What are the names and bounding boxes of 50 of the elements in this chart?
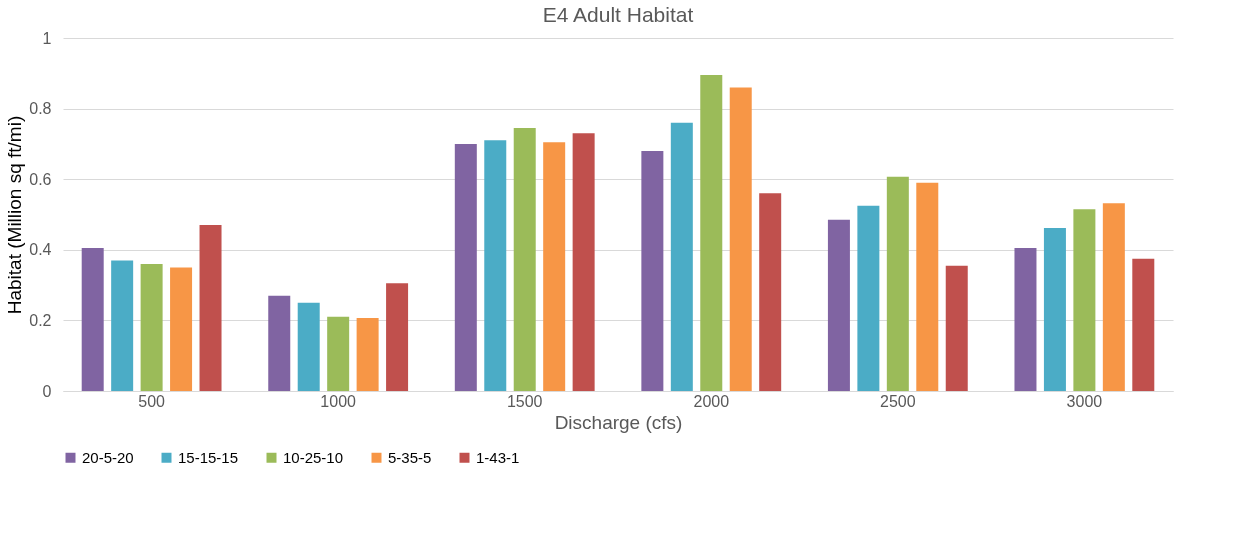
bar [170, 267, 193, 391]
x-tick-label: 500 [138, 392, 166, 410]
y-tick-label: 0.6 [29, 170, 52, 188]
bar [572, 133, 595, 391]
bar [1102, 203, 1125, 391]
bar [729, 87, 752, 391]
y-tick-label: 1 [42, 29, 52, 47]
bar [670, 122, 693, 391]
bar [327, 316, 350, 391]
y-tick-label: 0.8 [29, 100, 52, 118]
bar [886, 176, 909, 391]
bar [1043, 227, 1066, 391]
bar [356, 317, 379, 391]
bar [140, 263, 163, 391]
legend-label: 10-25-10 [283, 448, 344, 466]
legend-label: 1-43-1 [476, 448, 520, 466]
bar [386, 283, 409, 391]
bar [759, 193, 782, 391]
bar [916, 182, 939, 391]
legend-label: 20-5-20 [82, 448, 134, 466]
bar [454, 143, 477, 391]
x-tick-label: 1000 [320, 392, 357, 410]
x-axis-title: Discharge (cfs) [554, 411, 683, 433]
bar [484, 140, 507, 391]
y-tick-label: 0.4 [29, 241, 52, 259]
bar [945, 265, 968, 391]
y-axis-title: Habitat (Million sq ft/mi) [4, 115, 26, 315]
bar [297, 302, 320, 391]
bar [1132, 258, 1155, 391]
bar [700, 75, 723, 391]
bar [111, 260, 134, 391]
x-tick-label: 3000 [1066, 392, 1103, 410]
bar [1073, 209, 1096, 391]
y-tick-label: 0 [42, 382, 52, 400]
legend-label: 15-15-15 [178, 448, 239, 466]
bar [543, 142, 566, 391]
bar [199, 225, 222, 391]
bar [513, 128, 536, 391]
bar [827, 219, 850, 391]
x-tick-label: 2000 [693, 392, 730, 410]
x-tick-label: 2500 [880, 392, 916, 410]
legend-label: 5-35-5 [388, 448, 432, 466]
bar [1014, 248, 1037, 391]
bar [641, 150, 664, 391]
bar [81, 248, 104, 391]
chart-title: E4 Adult Habitat [542, 3, 694, 26]
y-tick-label: 0.2 [29, 311, 52, 329]
bar [857, 205, 880, 391]
bar [268, 295, 291, 391]
x-tick-label: 1500 [506, 392, 543, 410]
